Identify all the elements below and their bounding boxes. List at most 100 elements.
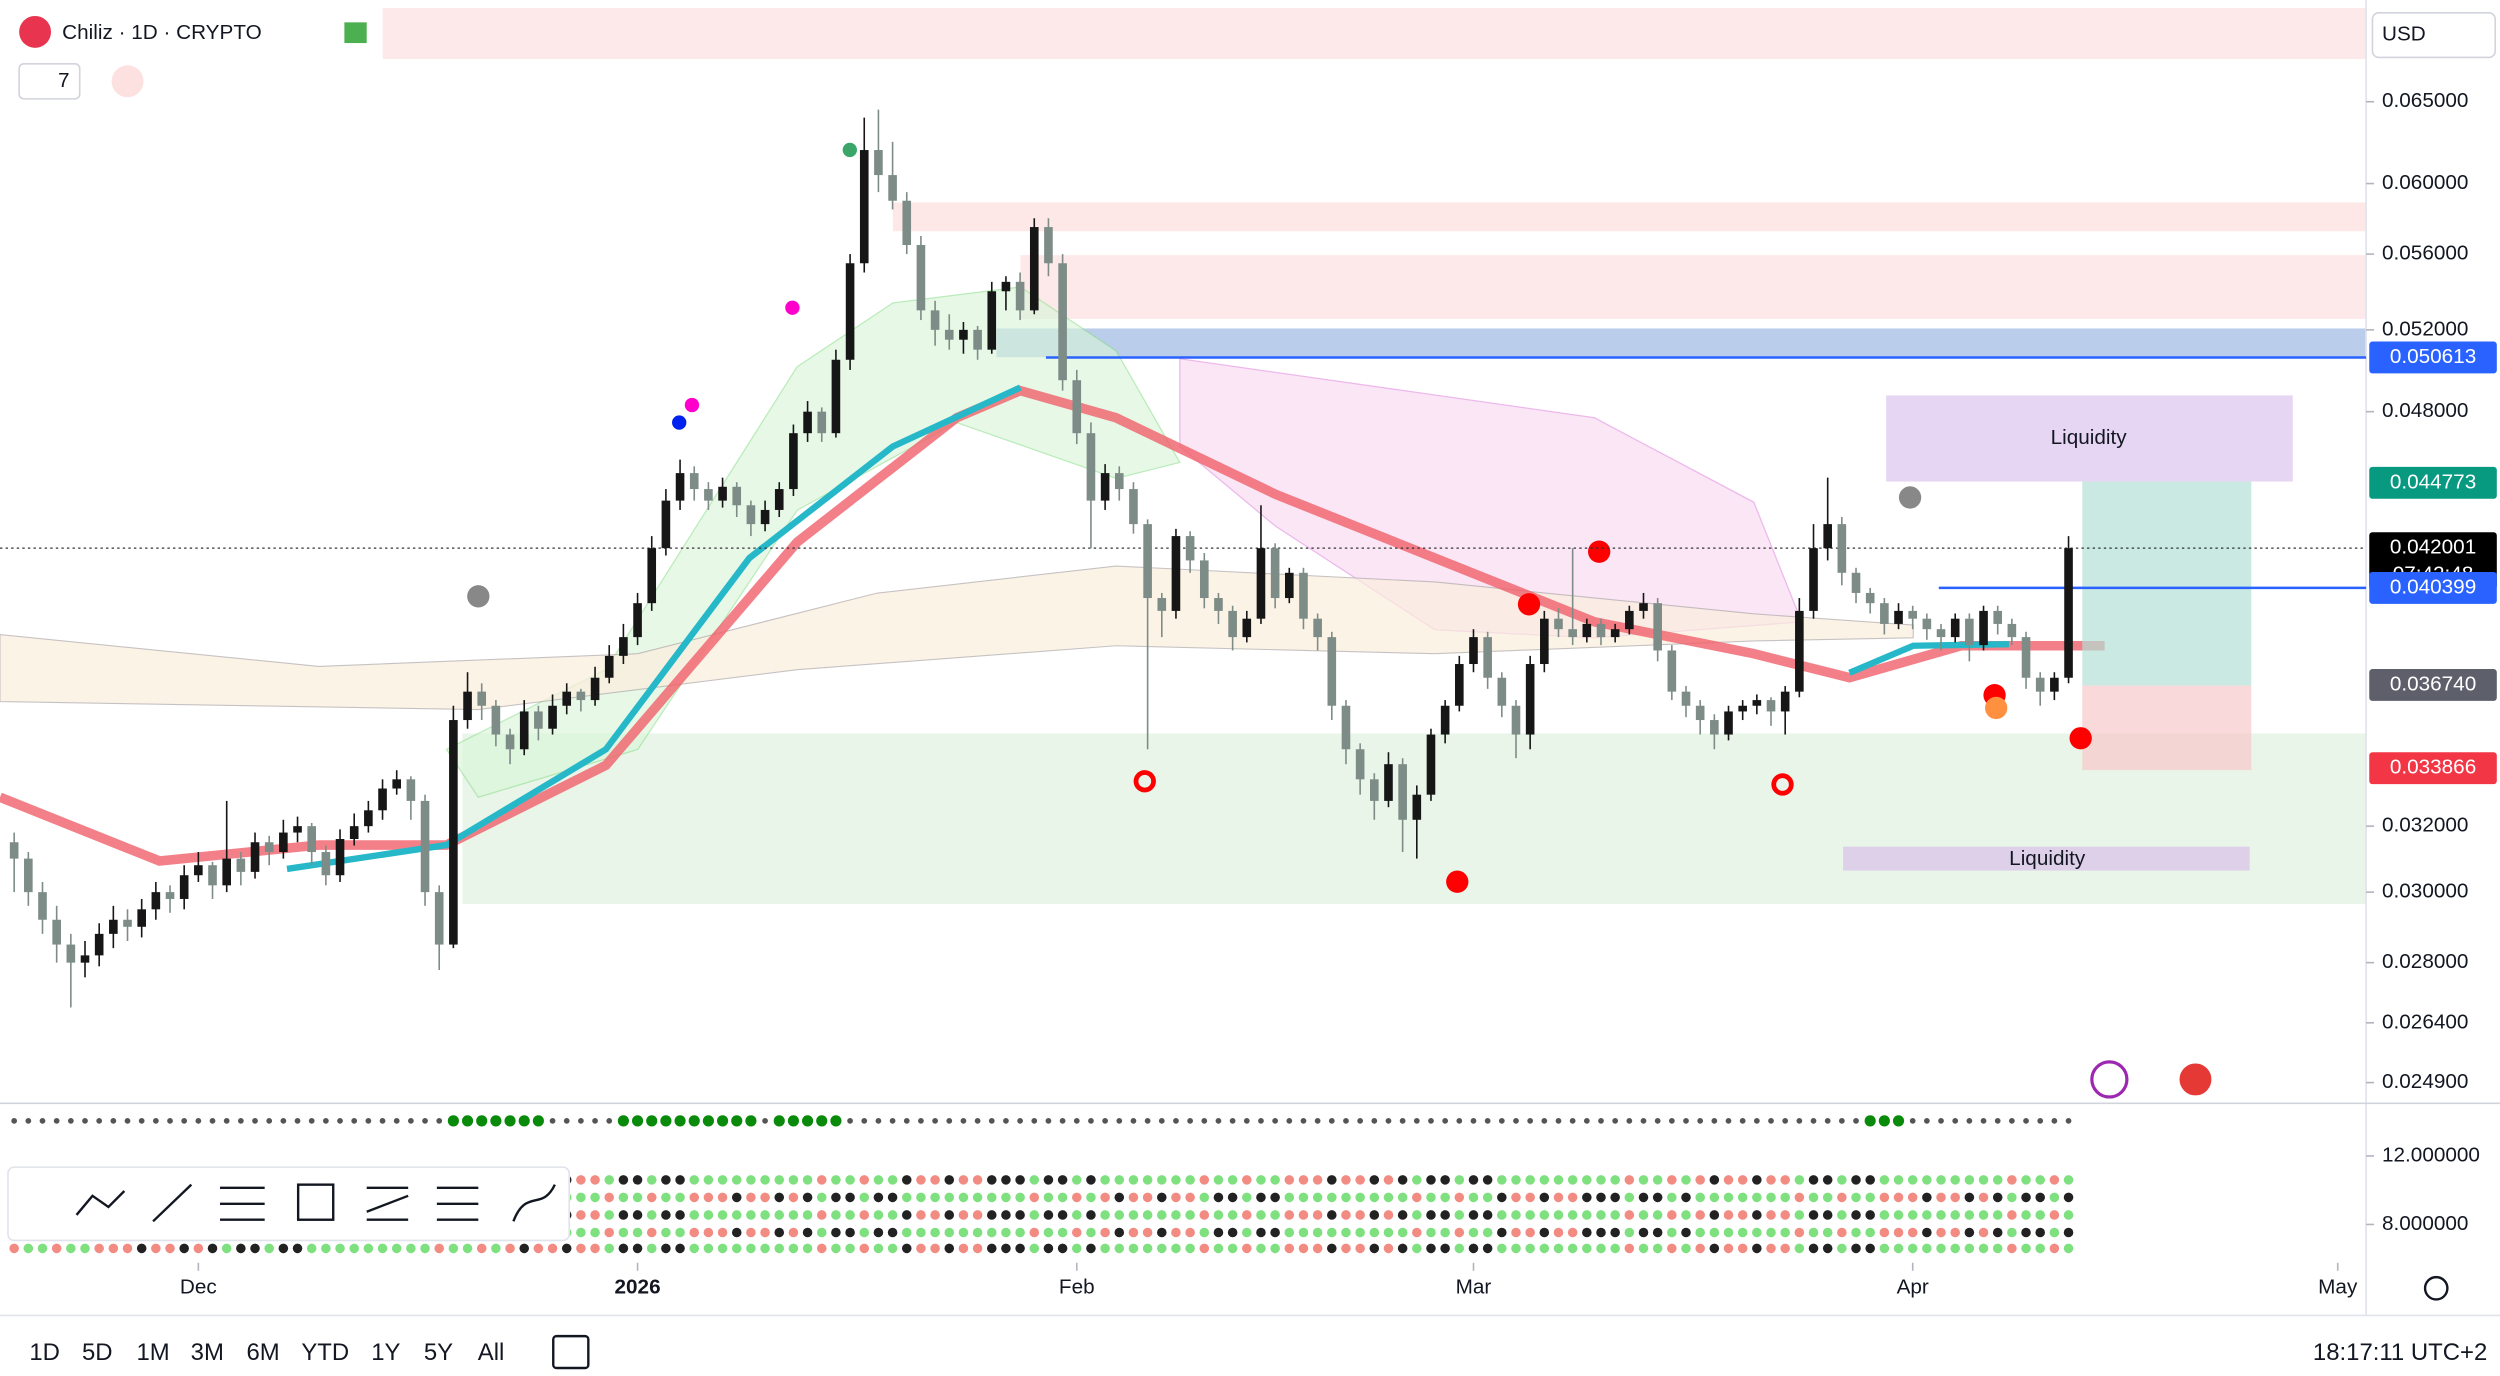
signal-dot (760, 1210, 770, 1220)
candle-body (420, 800, 430, 893)
alert-icon[interactable] (111, 65, 144, 98)
signal-dot (1412, 1243, 1422, 1254)
signal-dot (1357, 1118, 1364, 1124)
signal-dot (1015, 1243, 1025, 1254)
signal-dot (1256, 1227, 1266, 1238)
signal-dot (1341, 1243, 1351, 1254)
signal-dot (932, 1118, 938, 1124)
range-button[interactable]: All (478, 1339, 505, 1366)
candle-body (109, 919, 118, 934)
range-button[interactable]: 6M (246, 1339, 279, 1366)
signal-dot (1624, 1243, 1635, 1254)
signal-dot (1071, 1210, 1082, 1220)
range-button[interactable]: 1D (29, 1339, 60, 1366)
signal-dot (1893, 1243, 1904, 1254)
signal-dot (1851, 1175, 1861, 1185)
signal-dot (1553, 1192, 1564, 1203)
tool-icon[interactable] (366, 1186, 409, 1221)
date-range-icon[interactable] (552, 1334, 590, 1370)
signal-dot (1468, 1175, 1479, 1185)
candle-body (2050, 677, 2059, 692)
signal-dot (1100, 1227, 1110, 1238)
signal-dot (1766, 1175, 1776, 1185)
signal-dot (1737, 1227, 1748, 1238)
signal-dot (1978, 1175, 1989, 1185)
signal-dot (1128, 1243, 1139, 1254)
candle-body (590, 677, 600, 701)
signal-dot (901, 1243, 912, 1254)
candle-body (264, 842, 274, 853)
candle-body (1114, 473, 1124, 490)
settings-icon[interactable] (2423, 1275, 2449, 1301)
signal-dot (1399, 1118, 1406, 1124)
signal-dot (606, 1118, 613, 1124)
tool-icon[interactable] (152, 1183, 193, 1223)
range-button[interactable]: YTD (301, 1339, 349, 1366)
signal-dot (1780, 1192, 1790, 1203)
candle-body (1837, 524, 1847, 573)
signal-dot (1071, 1175, 1082, 1185)
signal-dot (408, 1118, 414, 1124)
signal-dot (901, 1192, 912, 1203)
signal-dot (1426, 1227, 1436, 1238)
signal-dot (1272, 1118, 1278, 1124)
signal-dot (1922, 1227, 1932, 1238)
signal-dot (1114, 1192, 1125, 1203)
signal-dot (1879, 1175, 1890, 1185)
signal-dot (96, 1118, 103, 1124)
tool-icon[interactable] (512, 1184, 556, 1222)
signal-dot (816, 1243, 827, 1254)
signal-dot (1426, 1210, 1436, 1220)
signal-dot (1638, 1192, 1649, 1203)
signal-dot (1298, 1243, 1309, 1254)
signal-dot (1851, 1243, 1861, 1254)
signal-dot (1497, 1243, 1507, 1254)
signal-dot (802, 1243, 813, 1254)
signal-dot (958, 1227, 969, 1238)
flag-icon[interactable] (2176, 1060, 2215, 1099)
range-button[interactable]: 5D (82, 1339, 113, 1366)
signal-dot (532, 1115, 544, 1127)
signal-dot (337, 1118, 343, 1124)
signal-dot (1723, 1175, 1734, 1185)
candle-body (1313, 618, 1322, 638)
candle-body (1936, 629, 1946, 638)
range-button[interactable]: 1M (136, 1339, 169, 1366)
signal-dot (122, 1243, 133, 1254)
signal-dot (1624, 1227, 1635, 1238)
signal-dot (1936, 1192, 1946, 1203)
signal-dot (406, 1243, 416, 1254)
flash-icon[interactable] (2090, 1060, 2129, 1099)
candle-body (1865, 592, 1875, 604)
tool-icon[interactable] (436, 1186, 479, 1221)
signal-dot (930, 1175, 940, 1185)
signal-dot (974, 1118, 981, 1124)
signal-dot (703, 1192, 714, 1203)
signal-dot (1994, 1118, 2001, 1124)
signal-dot (9, 1243, 19, 1254)
signal-dot (2008, 1118, 2015, 1124)
range-button[interactable]: 5Y (424, 1339, 453, 1366)
signal-dot (731, 1210, 742, 1220)
signal-dot (960, 1118, 967, 1124)
signal-dot (859, 1243, 870, 1254)
tool-icon[interactable] (296, 1183, 335, 1221)
indicator-toggle[interactable] (18, 62, 81, 100)
candle-body (364, 810, 373, 827)
signal-dot (1227, 1192, 1238, 1203)
signal-dot (1312, 1192, 1323, 1203)
range-button[interactable]: 1Y (371, 1339, 400, 1366)
signal-dot (1071, 1192, 1082, 1203)
tool-icon[interactable] (220, 1186, 265, 1221)
signal-dot (1794, 1227, 1805, 1238)
signal-dot (1652, 1227, 1663, 1238)
currency-select[interactable] (2371, 11, 2497, 59)
candle-body (1412, 794, 1422, 820)
signal-dot (1100, 1210, 1110, 1220)
signal-dot (1171, 1175, 1181, 1185)
range-button[interactable]: 3M (191, 1339, 224, 1366)
candle-body (1455, 664, 1464, 706)
signal-dot (1723, 1210, 1734, 1220)
tool-icon[interactable] (75, 1190, 126, 1216)
candle-body (1185, 536, 1195, 561)
